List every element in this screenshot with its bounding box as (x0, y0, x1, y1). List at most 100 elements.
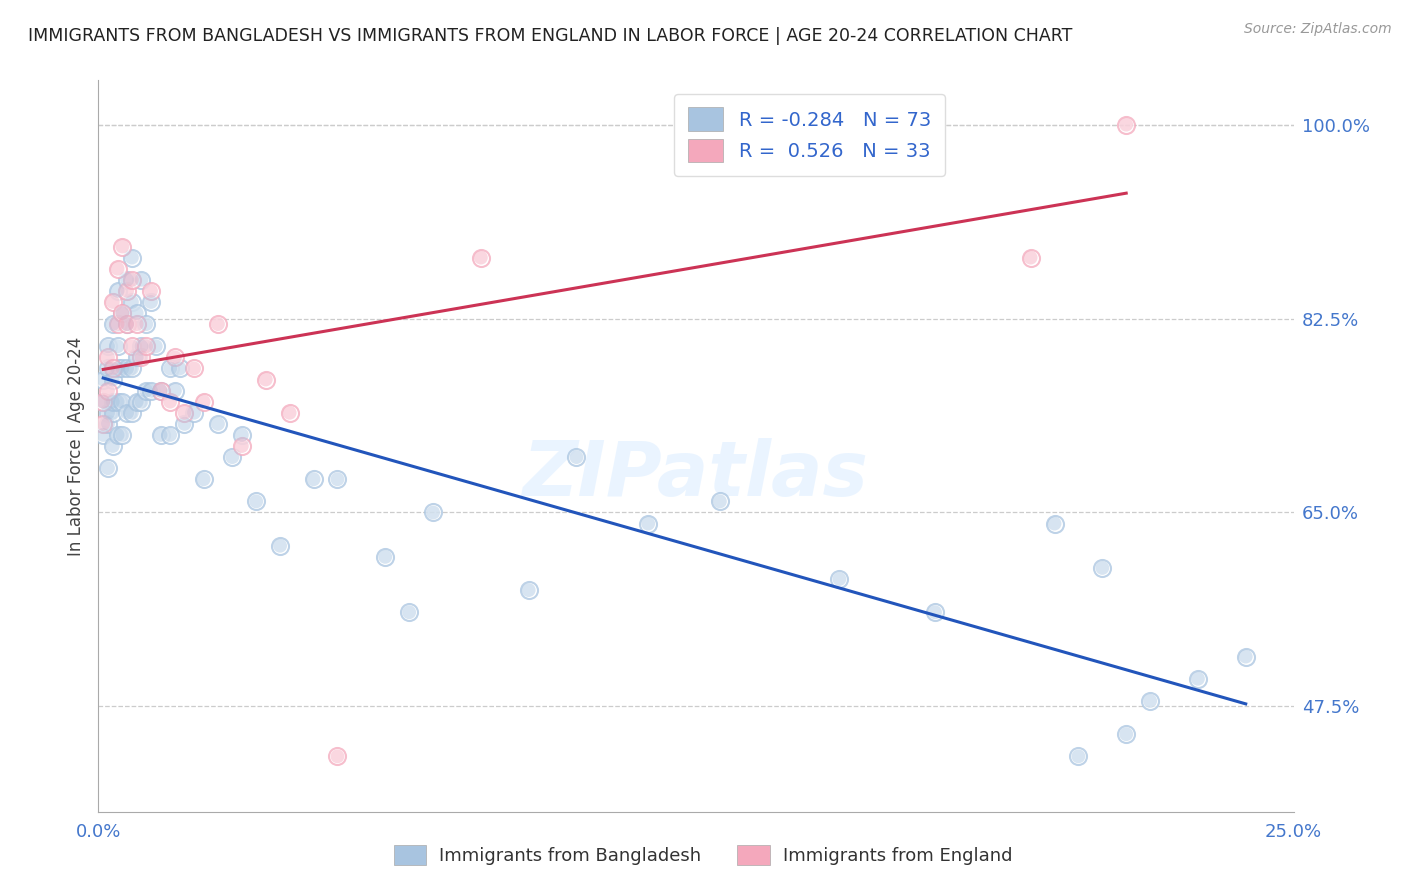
Point (470, 251, 492, 265)
Point (231, 428, 253, 442)
Point (97, 351, 120, 365)
Point (173, 406, 195, 420)
Point (97, 406, 120, 420)
Point (125, 317, 148, 331)
Point (149, 428, 172, 442)
Point (107, 317, 129, 331)
Point (326, 749, 349, 764)
Point (1091, 561, 1114, 575)
Point (101, 361, 124, 376)
Point (183, 406, 205, 420)
Point (135, 384, 157, 398)
Text: ZIPatlas: ZIPatlas (523, 438, 869, 512)
Point (1234, 649, 1257, 664)
Point (115, 317, 138, 331)
Point (470, 251, 492, 265)
Point (125, 394, 148, 409)
Point (115, 361, 138, 376)
Point (121, 361, 143, 376)
Point (131, 351, 153, 365)
Point (565, 450, 588, 464)
Point (1139, 694, 1161, 708)
Point (121, 406, 143, 420)
Point (121, 294, 143, 309)
Point (159, 394, 181, 409)
Point (125, 306, 148, 320)
Point (115, 317, 138, 331)
Point (125, 306, 148, 320)
Point (245, 494, 267, 508)
Point (173, 417, 195, 431)
Point (173, 417, 195, 431)
Point (139, 284, 162, 298)
Point (131, 273, 153, 287)
Point (159, 394, 181, 409)
Point (565, 450, 588, 464)
Point (111, 306, 134, 320)
Point (101, 439, 124, 453)
Point (149, 384, 172, 398)
Point (269, 539, 291, 553)
Point (97, 351, 120, 365)
Point (107, 428, 129, 442)
Point (145, 339, 167, 353)
Point (231, 428, 253, 442)
Point (1091, 561, 1114, 575)
Point (159, 428, 181, 442)
Point (221, 450, 243, 464)
Point (149, 384, 172, 398)
Point (101, 394, 124, 409)
Point (709, 494, 731, 508)
Point (221, 450, 243, 464)
Point (278, 406, 301, 420)
Text: IMMIGRANTS FROM BANGLADESH VS IMMIGRANTS FROM ENGLAND IN LABOR FORCE | AGE 20-24: IMMIGRANTS FROM BANGLADESH VS IMMIGRANTS… (28, 27, 1073, 45)
Point (1019, 251, 1042, 265)
Point (1067, 749, 1090, 764)
Point (107, 284, 129, 298)
Point (135, 339, 157, 353)
Point (183, 361, 205, 376)
Point (97, 361, 120, 376)
Point (326, 472, 349, 486)
Point (169, 361, 191, 376)
Point (374, 549, 396, 564)
Point (111, 428, 134, 442)
Point (125, 351, 148, 365)
Point (163, 351, 186, 365)
Point (159, 361, 181, 376)
Point (254, 372, 277, 386)
Y-axis label: In Labor Force | Age 20-24: In Labor Force | Age 20-24 (66, 336, 84, 556)
Point (115, 273, 138, 287)
Point (1115, 727, 1137, 741)
Point (91, 372, 114, 386)
Point (1234, 649, 1257, 664)
Point (163, 351, 186, 365)
Point (1115, 118, 1137, 132)
Point (121, 406, 143, 420)
Point (135, 317, 157, 331)
Point (91, 394, 114, 409)
Point (1067, 749, 1090, 764)
Point (422, 506, 444, 520)
Point (326, 472, 349, 486)
Point (115, 361, 138, 376)
Point (131, 339, 153, 353)
Point (302, 472, 325, 486)
Point (97, 339, 120, 353)
Point (924, 605, 946, 619)
Point (121, 273, 143, 287)
Point (115, 273, 138, 287)
Point (101, 372, 124, 386)
Point (97, 384, 120, 398)
Point (91, 394, 114, 409)
Point (139, 384, 162, 398)
Point (828, 572, 851, 586)
Point (231, 439, 253, 453)
Legend: Immigrants from Bangladesh, Immigrants from England: Immigrants from Bangladesh, Immigrants f… (385, 836, 1021, 874)
Point (139, 384, 162, 398)
Point (111, 361, 134, 376)
Text: Source: ZipAtlas.com: Source: ZipAtlas.com (1244, 22, 1392, 37)
Point (125, 394, 148, 409)
Point (101, 394, 124, 409)
Point (169, 361, 191, 376)
